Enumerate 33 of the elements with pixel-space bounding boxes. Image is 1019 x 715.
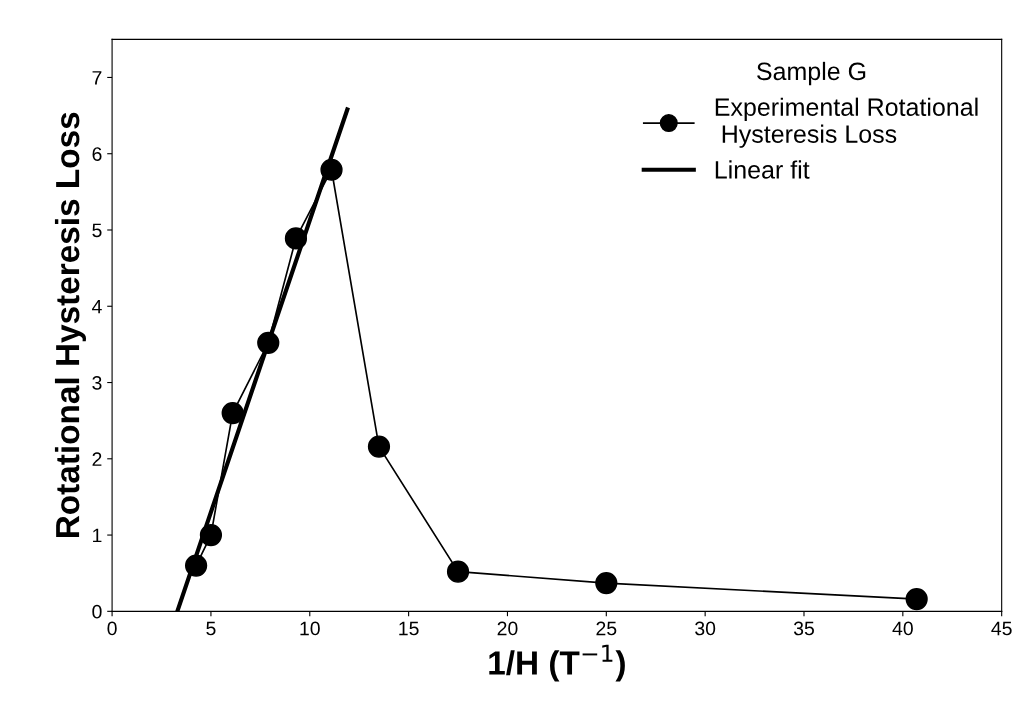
legend-label: Experimental Rotational Hysteresis Loss bbox=[715, 97, 978, 148]
point bbox=[320, 158, 343, 181]
x-tick-label: 10 bbox=[300, 621, 320, 636]
y-tick-label: 5 bbox=[92, 223, 102, 238]
y-tick-label: 2 bbox=[92, 452, 102, 466]
y-tick-label: 7 bbox=[92, 71, 102, 85]
x-tick-label: 35 bbox=[793, 621, 814, 636]
point bbox=[199, 523, 223, 547]
x-tick-label: 15 bbox=[399, 621, 419, 636]
y-tick-label: 0 bbox=[92, 604, 102, 619]
y-tick-label: 4 bbox=[92, 299, 102, 314]
x-tick-label: 0 bbox=[107, 621, 117, 636]
y-tick-label: 3 bbox=[92, 375, 102, 390]
y-tick-label: 1 bbox=[93, 528, 102, 543]
x-tick-label: 30 bbox=[695, 621, 716, 636]
x-tick-label: 45 bbox=[991, 621, 1012, 636]
legend-title: Sample G bbox=[757, 61, 866, 86]
x-tick-label: 20 bbox=[497, 621, 518, 636]
x-axis-title: 1/H (T$^{−1}$) bbox=[489, 644, 625, 682]
point bbox=[595, 571, 618, 595]
point bbox=[446, 560, 470, 583]
point bbox=[367, 435, 391, 458]
y-tick-label: 6 bbox=[92, 147, 102, 161]
point bbox=[257, 331, 280, 354]
x-tick-label: 5 bbox=[206, 621, 216, 636]
x-tick-label: 40 bbox=[892, 621, 913, 636]
legend-label: Linear fit bbox=[715, 160, 810, 179]
x-tick-label: 25 bbox=[596, 621, 617, 636]
point bbox=[284, 227, 308, 250]
y-axis-title: Rotational Hysteresis Loss bbox=[54, 112, 86, 538]
point bbox=[221, 401, 244, 425]
point bbox=[905, 588, 928, 611]
point bbox=[184, 554, 208, 577]
